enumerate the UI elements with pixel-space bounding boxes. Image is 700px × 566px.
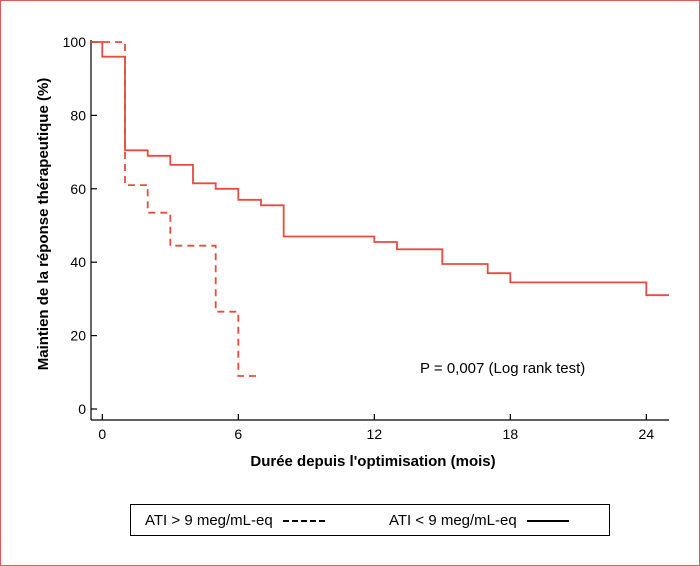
y-axis-title: Maintien de la réponse thérapeutique (%) bbox=[35, 78, 52, 371]
x-tick-label: 0 bbox=[98, 426, 106, 442]
dashed-line-swatch-icon bbox=[282, 519, 325, 522]
legend-item-solid: ATI < 9 meg/mL-eq bbox=[389, 512, 569, 529]
survival-curves bbox=[91, 41, 669, 377]
x-axis-title: Durée depuis l'optimisation (mois) bbox=[250, 453, 495, 470]
y-tick-label: 80 bbox=[70, 107, 86, 123]
series-line-dashed bbox=[91, 41, 261, 377]
legend-label-solid: ATI < 9 meg/mL-eq bbox=[389, 512, 517, 529]
p-value-annotation: P = 0,007 (Log rank test) bbox=[420, 360, 585, 377]
x-tick-label: 12 bbox=[367, 426, 383, 442]
kaplan-meier-chart: 0 20 40 60 80 100 0 6 12 18 24 P = 0,007 (Log rank… bbox=[35, 34, 669, 470]
legend-item-dashed: ATI > 9 meg/mL-eq bbox=[145, 512, 325, 529]
solid-line-swatch-icon bbox=[526, 519, 569, 522]
x-tick-label: 18 bbox=[503, 426, 519, 442]
y-tick-label: 0 bbox=[78, 401, 86, 417]
y-tick-label: 40 bbox=[70, 254, 86, 270]
y-tick-label: 20 bbox=[70, 328, 86, 344]
x-tick-label: 24 bbox=[639, 426, 655, 442]
series-line-solid bbox=[91, 41, 669, 297]
y-tick-label: 60 bbox=[70, 181, 86, 197]
x-tick-label: 6 bbox=[234, 426, 242, 442]
axes: 0 20 40 60 80 100 0 6 12 18 24 bbox=[63, 34, 669, 442]
y-tick-label: 100 bbox=[63, 34, 87, 50]
legend: ATI > 9 meg/mL-eq ATI < 9 meg/mL-eq bbox=[130, 504, 610, 536]
legend-label-dashed: ATI > 9 meg/mL-eq bbox=[145, 512, 273, 529]
